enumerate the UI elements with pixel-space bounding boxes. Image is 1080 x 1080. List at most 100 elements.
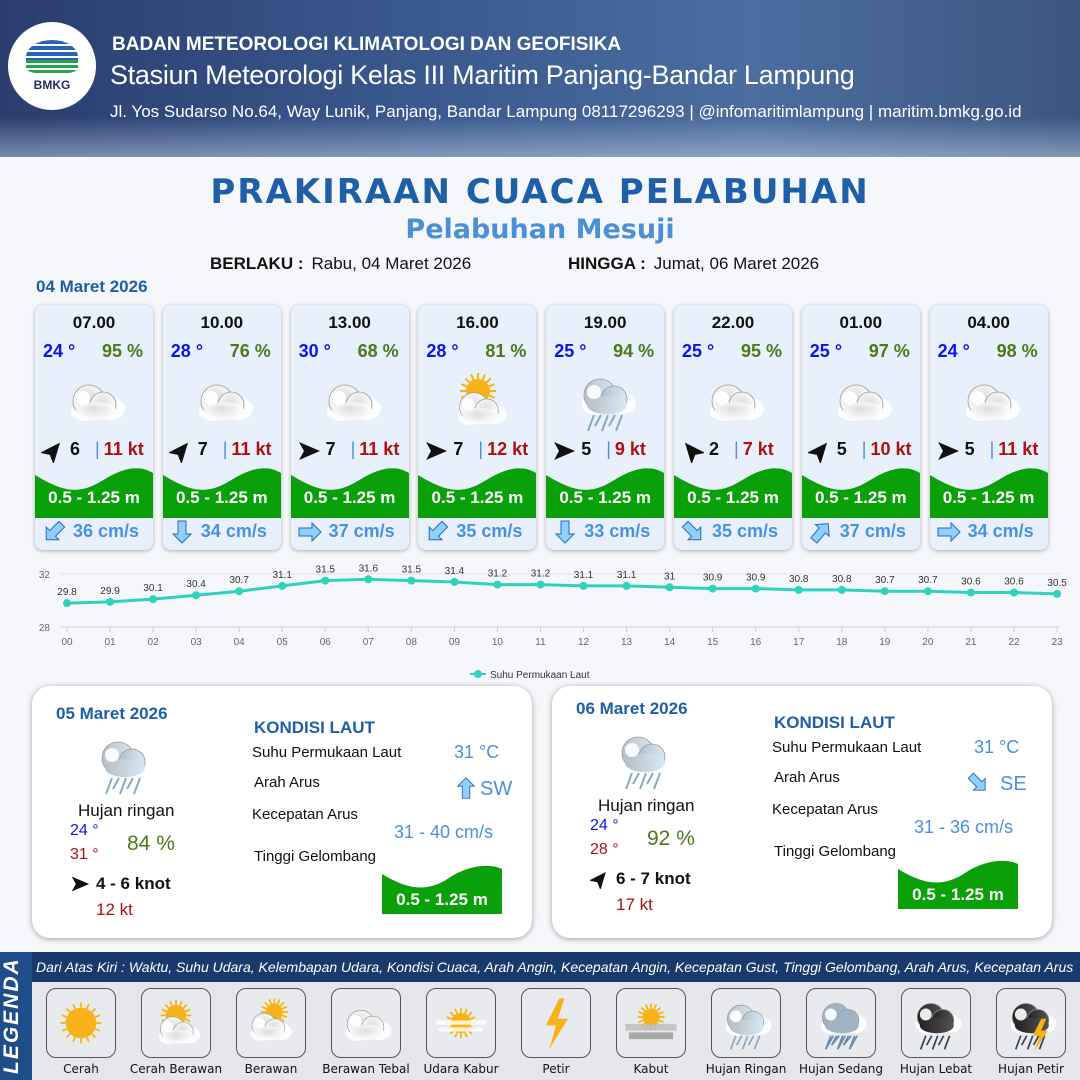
data-point — [536, 580, 545, 589]
data-label: 31 — [664, 571, 676, 582]
data-label: 30.7 — [229, 575, 249, 586]
data-label: 31.4 — [445, 566, 465, 577]
gust-speed: 9 kt — [606, 439, 646, 460]
current-direction-value: SE — [1000, 773, 1027, 795]
legend-item-label: Berawan — [244, 1062, 298, 1076]
x-tick-label: 06 — [320, 637, 332, 648]
data-label: 30.1 — [143, 583, 163, 594]
data-point — [708, 584, 717, 593]
x-tick-label: 04 — [234, 637, 246, 648]
data-point — [665, 583, 674, 592]
petir-legend-icon — [521, 988, 591, 1058]
wave-height-label: Tinggi Gelombang — [774, 843, 897, 860]
data-point — [622, 581, 631, 590]
hujan-lebat-legend-icon — [901, 988, 971, 1058]
wave-height: 0.5 - 1.25 m — [814, 488, 907, 507]
current-direction-label: Arah Arus — [774, 769, 840, 786]
data-point — [579, 581, 588, 590]
wave-height: 0.5 - 1.25 m — [942, 488, 1035, 507]
bmkg-logo: BMKG — [8, 22, 96, 110]
data-point — [880, 587, 889, 596]
current-direction-icon — [552, 519, 578, 545]
humidity: 95 % — [740, 341, 782, 361]
valid-from-label: BERLAKU : — [210, 254, 304, 273]
wave-shape — [290, 463, 409, 518]
data-label: 31.1 — [617, 570, 637, 581]
forecast-card-01.00: 01.00 25 ° 97 % 5 10 kt 0.5 - 1.25 m 37 … — [801, 305, 920, 550]
humidity: 94 % — [613, 341, 655, 361]
forecast-time: 13.00 — [328, 313, 371, 332]
current-speed: 33 cm/s — [584, 521, 651, 541]
current-direction-icon — [41, 519, 67, 545]
humidity: 98 % — [996, 341, 1038, 361]
data-point — [794, 585, 803, 594]
data-point — [364, 575, 373, 584]
gust-speed: 11 kt — [990, 439, 1038, 460]
data-label: 30.7 — [918, 575, 938, 586]
current-speed-value: 31 - 36 cm/s — [914, 817, 1014, 837]
data-label: 30.9 — [703, 573, 723, 584]
data-label: 31.5 — [316, 565, 336, 576]
wave-height: 0.5 - 1.25 m — [175, 488, 268, 507]
y-tick-label: 28 — [39, 623, 51, 634]
legend-description: Dari Atas Kiri : Waktu, Suhu Udara, Kele… — [36, 959, 1074, 975]
data-point — [923, 587, 932, 596]
legend-item-label: Udara Kabur — [423, 1062, 499, 1076]
x-tick-label: 07 — [363, 637, 375, 648]
hujan-ringan-legend-icon — [711, 988, 781, 1058]
x-tick-label: 03 — [191, 637, 203, 648]
current-speed: 36 cm/s — [73, 521, 140, 541]
wave-shape — [546, 463, 665, 518]
air-temperature: 28 ° — [170, 341, 204, 361]
forecast-card-04.00: 04.00 24 ° 98 % 5 11 kt 0.5 - 1.25 m 34 … — [929, 305, 1048, 550]
air-temperature: 25 ° — [682, 341, 715, 361]
legend-item-label: Hujan Sedang — [799, 1062, 883, 1076]
legend: LEGENDA Dari Atas Kiri : Waktu, Suhu Uda… — [0, 952, 1080, 1080]
wave-height: 0.5 - 1.25 m — [559, 488, 652, 507]
legend-item-label: Cerah — [63, 1062, 99, 1076]
current-speed-value: 31 - 40 cm/s — [394, 822, 494, 842]
data-label: 30.9 — [746, 573, 766, 584]
gust-speed: 7 kt — [734, 439, 774, 460]
cerah-berawan-legend-icon — [141, 988, 211, 1058]
data-point — [1053, 589, 1061, 598]
data-label: 31.5 — [402, 565, 422, 576]
x-tick-label: 00 — [61, 637, 73, 648]
data-point — [837, 585, 846, 594]
humidity: 84 % — [127, 832, 175, 855]
sst-label: Suhu Permukaan Laut — [252, 744, 402, 761]
wave-shape — [674, 463, 792, 518]
current-speed: 37 cm/s — [839, 521, 906, 541]
wave-shape — [162, 463, 281, 518]
data-label: 31.6 — [359, 563, 379, 574]
wind-direction-icon — [680, 439, 706, 465]
data-label: 29.9 — [100, 586, 120, 597]
max-temperature: 28 ° — [590, 841, 619, 858]
air-temperature: 30 ° — [298, 341, 331, 361]
wave-height: 0.5 - 1.25 m — [48, 488, 140, 507]
data-label: 31.2 — [488, 569, 508, 580]
sst-label: Suhu Permukaan Laut — [772, 739, 922, 756]
agency-name: BADAN METEOROLOGI KLIMATOLOGI DAN GEOFIS… — [112, 34, 622, 55]
wind-direction-icon — [70, 874, 90, 894]
gust-speed: 11 kt — [95, 439, 144, 460]
legend-title: LEGENDA — [0, 952, 32, 1080]
wind-speed: 5 — [964, 439, 975, 459]
wind-direction-icon — [552, 439, 576, 463]
legend-item-label: Hujan Petir — [998, 1062, 1064, 1076]
x-tick-label: 20 — [922, 637, 934, 648]
current-direction-label: Arah Arus — [254, 774, 320, 791]
x-tick-label: 15 — [707, 637, 719, 648]
data-label: 30.6 — [961, 577, 981, 588]
data-label: 31.2 — [531, 569, 551, 580]
weather-condition: Hujan ringan — [598, 796, 695, 815]
x-tick-label: 17 — [793, 637, 805, 648]
current-direction-icon — [297, 519, 323, 545]
forecast-time: 04.00 — [967, 313, 1010, 332]
legend-item-label: Hujan Ringan — [705, 1062, 787, 1076]
wave-shape — [898, 859, 1018, 909]
page-title: PRAKIRAAN CUACA PELABUHAN — [210, 172, 870, 212]
hujan-petir-legend-icon — [996, 988, 1066, 1058]
legend-icons: Cerah Cerah Berawan Berawan Berawan Tebal Ud… — [32, 982, 1080, 1080]
legend-marker — [474, 670, 482, 678]
